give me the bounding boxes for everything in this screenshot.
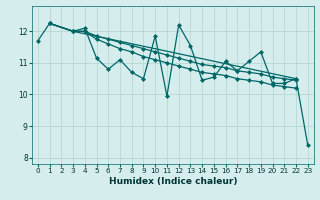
X-axis label: Humidex (Indice chaleur): Humidex (Indice chaleur) bbox=[108, 177, 237, 186]
